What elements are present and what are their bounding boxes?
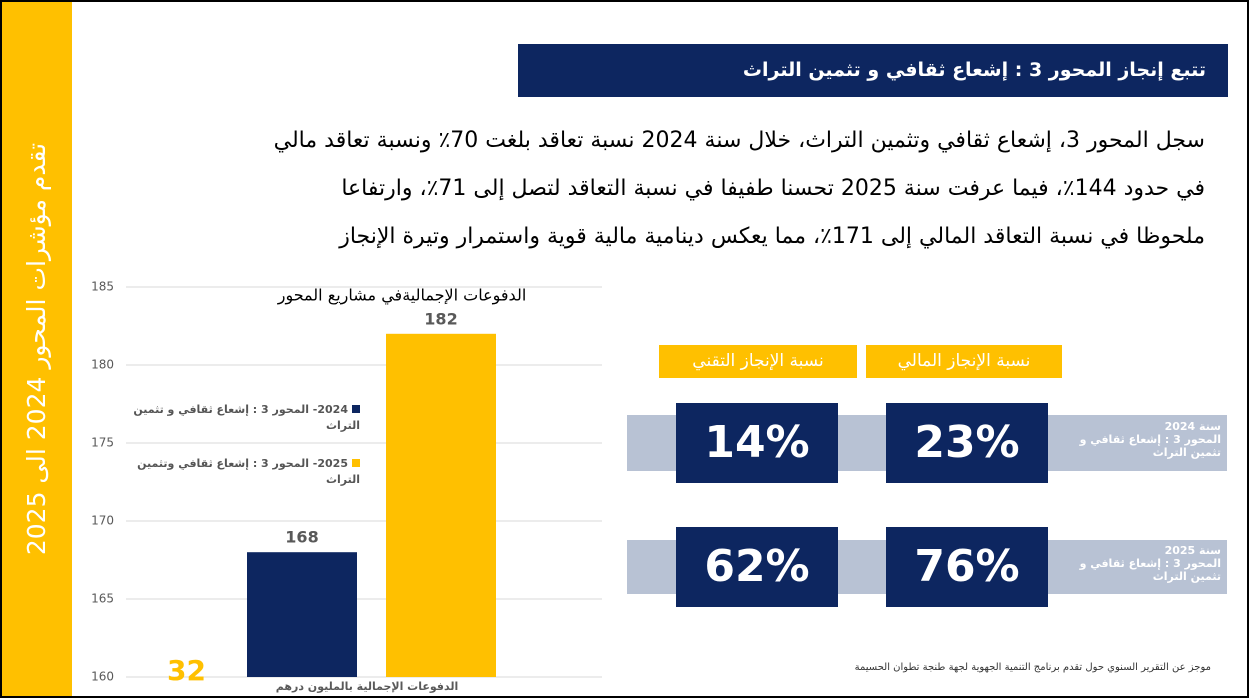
row-label-line: المحور 3 : إشعاع ثقافي و	[1079, 557, 1221, 570]
sidebar	[2, 2, 72, 696]
legend-swatch	[352, 405, 360, 413]
value-box: 62%	[676, 527, 838, 607]
header: نسبة الإنجاز التقني	[659, 345, 857, 378]
value-box: 23%	[886, 403, 1048, 483]
row-label-line: سنة 2025	[1164, 544, 1221, 557]
value-box: 14%	[676, 403, 838, 483]
chart: 160 165 170 175 180 185 الدفوعات الإجماليةفي م…	[91, 280, 602, 693]
paragraph-line: سجل المحور 3، إشعاع ثقافي وتثمين التراث،…	[273, 128, 1205, 153]
y-tick-label: 165	[91, 592, 114, 606]
y-tick-label: 175	[91, 436, 114, 450]
y-tick-label: 180	[91, 358, 114, 372]
row-label-line: تثمين التراث	[1152, 446, 1221, 459]
legend-text: 2024- المحور 3 : إشعاع ثقافي و تثمين الت…	[133, 403, 360, 432]
paragraph-line: ملحوظا في نسبة التعاقد المالي إلى 171٪، …	[339, 224, 1205, 249]
bar	[247, 552, 357, 677]
row-label: سنة 2024 المحور 3 : إشعاع ثقافي و تثمين …	[1046, 420, 1221, 459]
y-tick-label: 160	[91, 670, 114, 684]
row-label-line: المحور 3 : إشعاع ثقافي و	[1079, 433, 1221, 446]
title: تتبع إنجاز المحور 3 : إشعاع ثقافي و تثمي…	[518, 44, 1228, 97]
data-label: 182	[424, 309, 457, 328]
data-label: 168	[285, 528, 318, 547]
legend-swatch	[352, 459, 360, 467]
y-tick-label: 170	[91, 514, 114, 528]
row-label-line: سنة 2024	[1164, 420, 1221, 433]
row-label: سنة 2025 المحور 3 : إشعاع ثقافي و تثمين …	[1046, 544, 1221, 583]
bar	[386, 333, 496, 677]
y-tick-label: 185	[91, 280, 114, 294]
legend-text: 2025- المحور 3 : إشعاع ثقافي وتثمين التر…	[137, 457, 360, 486]
row-label-line: تثمين التراث	[1152, 570, 1221, 583]
footer: موجز عن التقرير السنوي حول تقدم برنامج ا…	[854, 662, 1211, 673]
chart-title: الدفوعات الإجماليةفي مشاريع المحور	[277, 286, 527, 306]
x-axis-label: الدفوعات الإجمالية بالمليون درهم	[276, 680, 459, 693]
header: نسبة الإنجاز المالي	[866, 345, 1062, 378]
paragraph-line: في حدود 144٪، فيما عرفت سنة 2025 تحسنا ط…	[341, 176, 1205, 201]
legend-item: 2024- المحور 3 : إشعاع ثقافي و تثمين الت…	[120, 402, 360, 434]
page-number: 32	[167, 654, 206, 687]
legend-item: 2025- المحور 3 : إشعاع ثقافي وتثمين التر…	[120, 456, 360, 488]
value-box: 76%	[886, 527, 1048, 607]
